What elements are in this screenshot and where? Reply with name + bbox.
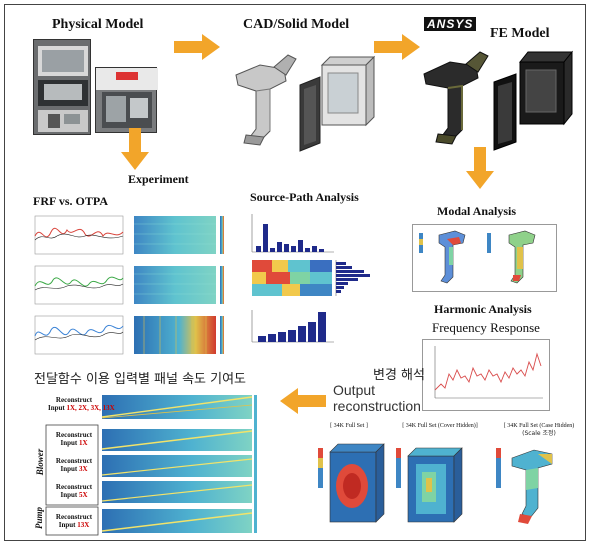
reconstruction-label: reconstruction bbox=[333, 398, 421, 414]
reconstruct-label-3x: Reconstruct Input 3X bbox=[55, 457, 93, 473]
change-analysis-label: 변경 해석 bbox=[373, 368, 425, 383]
reconstruct-label-5x: Reconstruct Input 5X bbox=[55, 483, 93, 499]
harmonic-response-panel bbox=[422, 339, 550, 411]
frf-plot-blue bbox=[34, 315, 124, 355]
blower-group-label: Blower bbox=[35, 448, 45, 476]
experiment-title: Experiment bbox=[128, 172, 189, 186]
ansys-logo: ANSYS bbox=[424, 15, 477, 33]
reconstruct-map-blower bbox=[101, 429, 253, 503]
spectrogram-3 bbox=[134, 316, 224, 354]
fe-contour-views: [ 34K Full Set ] [ 34K Full Set (Cover H… bbox=[312, 420, 584, 538]
modal-analysis-title: Modal Analysis bbox=[437, 204, 517, 218]
arrow-physical-to-experiment bbox=[121, 128, 149, 170]
source-bar-chart-side bbox=[335, 260, 370, 296]
harmonic-analysis-title: Harmonic Analysis bbox=[434, 302, 532, 316]
frf-plot-green bbox=[34, 265, 124, 305]
cad-model-title: CAD/Solid Model bbox=[243, 17, 350, 32]
physical-rig-photo bbox=[95, 67, 158, 133]
arrow-fe-to-modal bbox=[466, 147, 494, 189]
physical-model-title: Physical Model bbox=[52, 17, 144, 32]
reconstruct-map-pump bbox=[101, 509, 253, 533]
panel-contribution-title: 전달함수 이용 입력별 패널 속도 기여도 bbox=[34, 372, 247, 387]
modal-analysis-panel bbox=[412, 224, 557, 292]
fe-view-full-set-label: [ 34K Full Set ] bbox=[330, 423, 368, 429]
spectrogram-2 bbox=[134, 266, 224, 304]
frequency-response-title: Frequency Response bbox=[432, 320, 540, 335]
arrow-to-contribution bbox=[280, 388, 326, 414]
source-path-charts bbox=[251, 214, 370, 343]
fe-model-title: FE Model bbox=[490, 26, 550, 41]
physical-cabinet-photo bbox=[33, 39, 91, 135]
arrow-cad-to-fe bbox=[374, 34, 420, 60]
frf-line-plots bbox=[34, 215, 124, 355]
reconstruct-map-all bbox=[101, 395, 253, 419]
source-bar-chart-bottom bbox=[251, 310, 334, 343]
arrow-physical-to-cad bbox=[174, 34, 220, 60]
pump-group-label: Pump bbox=[34, 507, 44, 530]
fe-model-drawing bbox=[423, 50, 574, 151]
frf-otpa-title: FRF vs. OTPA bbox=[33, 194, 108, 208]
fe-contour-full-set bbox=[318, 443, 385, 523]
fe-view-case-hidden-label: [ 34K Full Set (Case Hidden) (Scale 조정) bbox=[503, 423, 575, 437]
source-bar-chart-top bbox=[251, 214, 334, 253]
spectrogram-1 bbox=[134, 216, 224, 254]
figure-frame bbox=[4, 4, 586, 541]
reconstruct-label-13x: Reconstruct Input 13X bbox=[55, 513, 93, 529]
reconstruct-label-1x: Reconstruct Input 1X bbox=[55, 431, 93, 447]
fe-contour-cover-hidden bbox=[396, 447, 463, 523]
source-path-title: Source-Path Analysis bbox=[250, 190, 359, 204]
output-reconstruction-label: Output reconstruction bbox=[333, 382, 421, 414]
fe-contour-case-hidden bbox=[496, 448, 553, 524]
output-label: Output bbox=[333, 382, 376, 398]
cad-model-drawing bbox=[235, 54, 375, 152]
frf-plot-red bbox=[34, 215, 124, 255]
reconstruct-label-all: Reconstruct Input 1X, 2X, 3X, 13X bbox=[48, 396, 115, 412]
source-path-heatmap bbox=[252, 260, 332, 296]
otpa-spectrograms bbox=[134, 216, 224, 354]
reconstruct-figure: Reconstruct Input 1X, 2X, 3X, 13X Recons… bbox=[30, 391, 265, 537]
fe-view-cover-hidden-label: [ 34K Full Set (Cover Hidden)] bbox=[402, 423, 478, 429]
